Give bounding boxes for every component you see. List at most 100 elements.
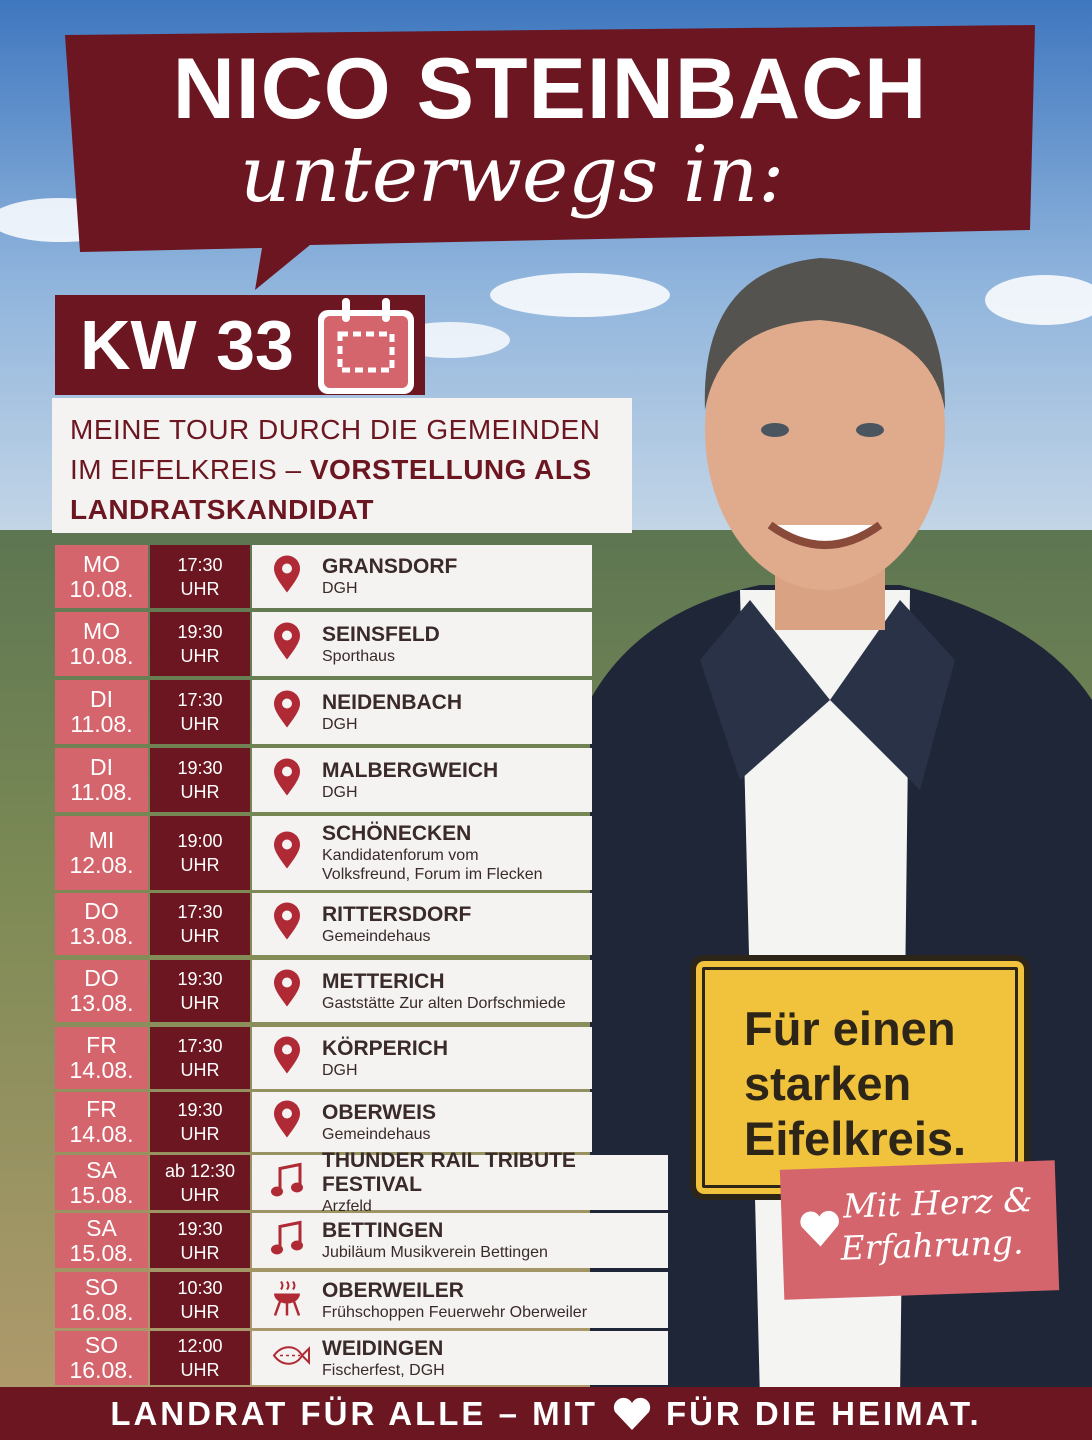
icon-shape — [274, 1036, 300, 1074]
venue-detail: Kandidatenforum vom — [322, 847, 479, 864]
day-cell: FR 14.08. — [55, 1027, 148, 1089]
day-cell: SO 16.08. — [55, 1272, 148, 1328]
icon-shape — [274, 690, 300, 728]
weekday: DO — [84, 965, 119, 991]
icon-shape — [282, 630, 292, 641]
venue-cell: GRANSDORF DGH — [252, 545, 592, 608]
road-sign: Für einen starken Eifelkreis. — [690, 955, 1030, 1200]
icon-shape — [282, 1044, 292, 1055]
time-cell: 17:30 UHR — [150, 893, 250, 955]
time: 19:00 — [177, 831, 223, 851]
icon-shape — [282, 766, 292, 777]
icon-shape — [274, 622, 300, 660]
tag: Mit Herz & Erfahrung. — [779, 1160, 1060, 1300]
day-cell: DI 11.08. — [55, 680, 148, 744]
venue-icon — [270, 1100, 304, 1145]
day-cell: MO 10.08. — [55, 545, 148, 608]
venue-cell: OBERWEILER Frühschoppen Feuerwehr Oberwei… — [252, 1272, 668, 1328]
date: 14.08. — [69, 1057, 134, 1083]
heart-icon — [613, 1397, 651, 1430]
day-cell: DO 13.08. — [55, 893, 148, 955]
icon-shape — [274, 969, 300, 1007]
event-row: DI 11.08. 19:30 UHR MALBERGWEICH DGH — [55, 748, 592, 812]
sign-line: Eifelkreis. — [744, 1112, 967, 1165]
venue-name: SEINSFELD — [322, 622, 440, 646]
time-unit: UHR — [180, 646, 220, 666]
icon-shape — [274, 902, 300, 940]
venue-name: BETTINGEN — [322, 1219, 444, 1242]
icon-shape — [274, 1036, 300, 1074]
weekday: FR — [86, 1096, 117, 1122]
intro-line: MEINE TOUR DURCH DIE GEMEINDEN — [70, 414, 601, 445]
icon-shape — [273, 1280, 301, 1316]
intro-box — [52, 398, 632, 533]
venue-cell: SEINSFELD Sporthaus — [252, 612, 592, 676]
calendar-ring — [342, 298, 350, 322]
time-unit: UHR — [180, 855, 220, 875]
icon-shape — [278, 1162, 302, 1190]
time-unit: UHR — [180, 714, 220, 734]
venue-cell: BETTINGEN Jubiläum Musikverein Bettingen — [252, 1213, 668, 1268]
event-row: SA 15.08. 19:30 UHR BETTINGEN Jubiläum Musikv… — [55, 1213, 668, 1268]
date: 16.08. — [69, 1299, 134, 1325]
event-row: SO 16.08. 10:30 UHR OBERWEILER Frühschoppen F… — [55, 1272, 668, 1328]
cloud — [985, 275, 1092, 325]
time: 19:30 — [177, 622, 223, 642]
venue-icon — [270, 1278, 304, 1323]
day-cell: DI 11.08. — [55, 748, 148, 812]
venue-cell: NEIDENBACH DGH — [252, 680, 592, 744]
venue-detail: Arzfeld — [322, 1198, 372, 1215]
hair — [704, 258, 945, 410]
heart-icon — [800, 1210, 839, 1247]
venue-cell: OBERWEIS Gemeindehaus — [252, 1092, 592, 1152]
time-unit: UHR — [180, 1360, 220, 1380]
icon-shape — [274, 831, 300, 869]
icon-shape — [282, 839, 292, 850]
venue-cell: MALBERGWEICH DGH — [252, 748, 592, 812]
time: 19:30 — [177, 1218, 223, 1239]
sign-line: starken — [744, 1057, 912, 1110]
icon-shape — [280, 1280, 296, 1291]
sign-text: Für einen starken Eifelkreis. — [744, 1001, 966, 1166]
tag-line: Erfahrung. — [839, 1222, 1025, 1268]
icon-shape — [291, 1182, 303, 1192]
time-cell: 19:30 UHR — [150, 960, 250, 1022]
time-unit: UHR — [180, 578, 220, 599]
date: 10.08. — [69, 575, 134, 602]
intro-highlight: VORSTELLUNG ALS — [309, 454, 592, 485]
venue-name: NEIDENBACH — [322, 690, 463, 714]
time-unit: UHR — [180, 1184, 220, 1205]
time-cell: ab 12:30 UHR — [150, 1155, 250, 1210]
venue-icon — [270, 1218, 304, 1263]
icon-shape — [272, 1346, 310, 1365]
icon-shape — [271, 1244, 283, 1254]
icon-shape — [271, 1162, 303, 1196]
icon-shape — [271, 1220, 303, 1254]
venue-icon — [270, 1160, 304, 1205]
venue-name: RITTERSDORF — [322, 902, 472, 926]
event-row: MO 10.08. 17:30 UHR GRANSDORF DGH — [55, 545, 592, 608]
smile — [767, 521, 883, 549]
weekday: FR — [86, 1032, 117, 1058]
intro: MEINE TOUR DURCH DIE GEMEINDEN IM EIFELKR… — [70, 410, 630, 530]
time-cell: 19:30 UHR — [150, 1213, 250, 1268]
icon-shape — [274, 690, 300, 728]
footer-text: FÜR DIE HEIMAT. — [665, 1394, 982, 1432]
time-unit: UHR — [180, 1060, 220, 1080]
time-cell: 12:00 UHR — [150, 1331, 250, 1385]
day-cell: SA 15.08. — [55, 1155, 148, 1210]
time: 10:30 — [177, 1278, 223, 1298]
venue-icon — [270, 622, 304, 667]
lapel — [700, 600, 830, 780]
venue-detail: DGH — [322, 715, 358, 733]
time-cell: 19:30 UHR — [150, 612, 250, 676]
venue-icon — [270, 1341, 310, 1376]
time-unit: UHR — [180, 993, 220, 1013]
weekday: DO — [84, 898, 119, 924]
venue-detail: Jubiläum Musikverein Bettingen — [322, 1244, 548, 1261]
venue-detail: DGH — [322, 1061, 358, 1079]
venue-cell: METTERICH Gaststätte Zur alten Dorfschmie… — [252, 960, 592, 1022]
time: 17:30 — [177, 902, 223, 922]
day-cell: MO 10.08. — [55, 612, 148, 676]
